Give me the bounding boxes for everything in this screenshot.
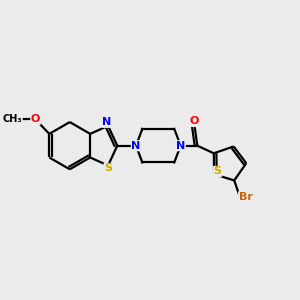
Text: N: N: [102, 117, 111, 128]
Text: N: N: [176, 141, 185, 151]
Text: O: O: [31, 115, 40, 124]
Text: S: S: [214, 167, 222, 176]
Text: Br: Br: [239, 192, 253, 202]
Text: O: O: [190, 116, 199, 127]
Text: S: S: [104, 164, 112, 173]
Text: N: N: [131, 141, 141, 151]
Text: CH₃: CH₃: [3, 115, 22, 124]
